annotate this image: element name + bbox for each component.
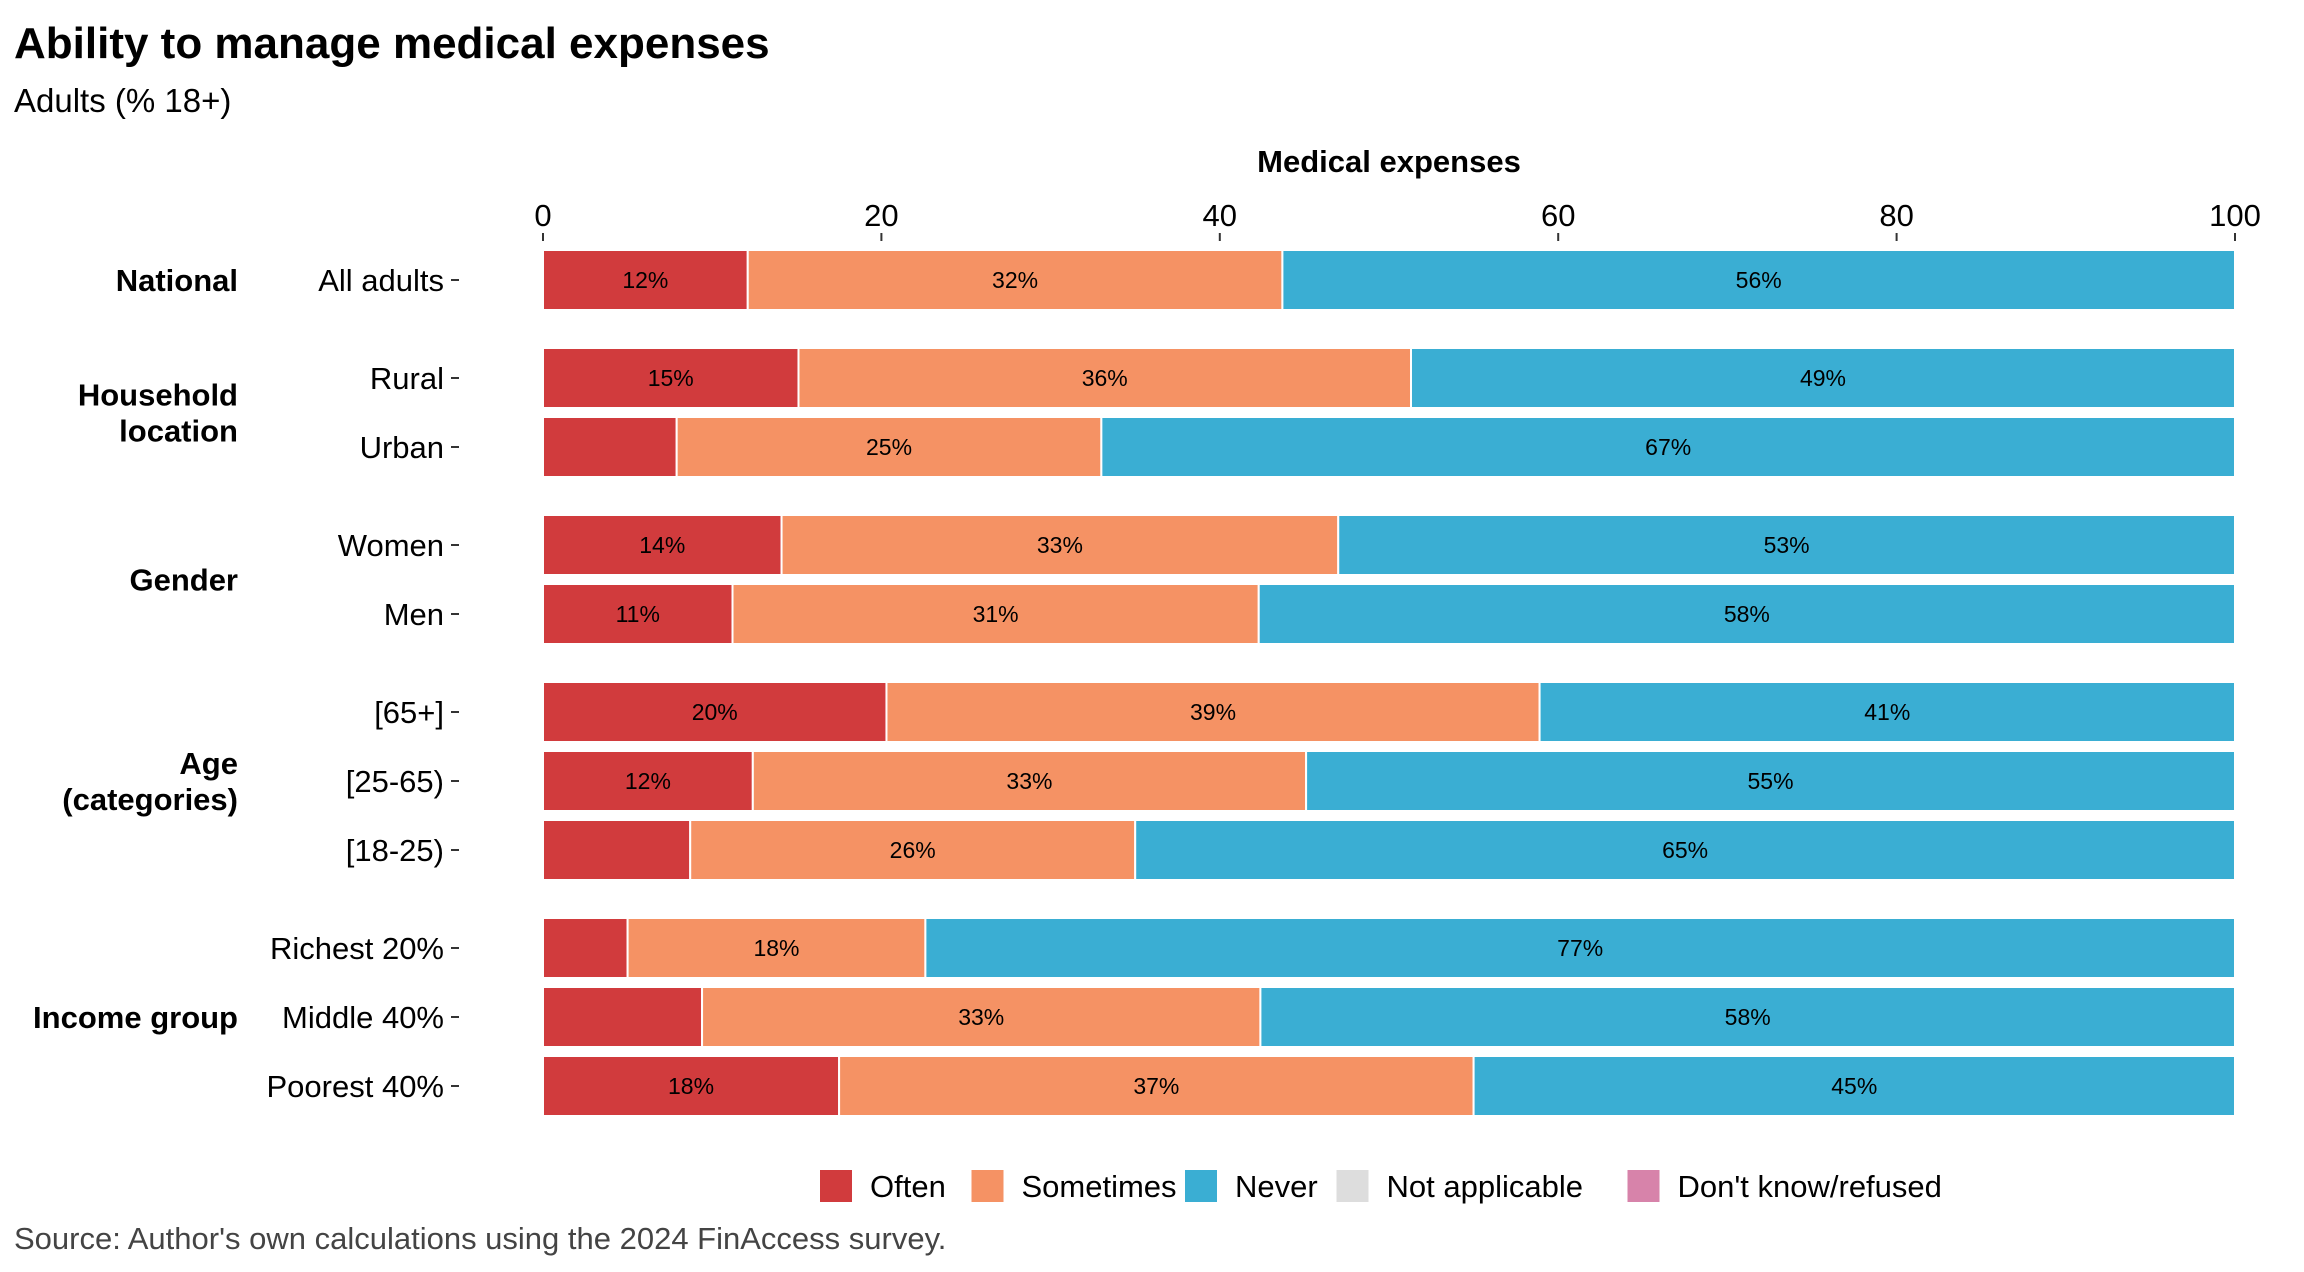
legend-swatch	[1185, 1170, 1217, 1202]
bar-segment-often	[542, 416, 678, 478]
data-label: 31%	[973, 601, 1019, 627]
data-label: 49%	[1800, 365, 1846, 391]
data-label: 77%	[1557, 935, 1603, 961]
data-label: 12%	[625, 768, 671, 794]
bar-segment-often	[542, 819, 692, 881]
bar-segment-often	[542, 986, 704, 1048]
data-label: 67%	[1645, 434, 1691, 460]
row-label: All adults	[318, 263, 444, 298]
bar-segment-sometimes	[689, 819, 1137, 881]
data-label: 18%	[753, 935, 799, 961]
data-label: 58%	[1724, 601, 1770, 627]
bar-segment-sometimes	[675, 416, 1103, 478]
data-label: 11%	[616, 601, 660, 627]
chart-title: Ability to manage medical expenses	[14, 19, 770, 68]
legend-label: Sometimes	[1022, 1169, 1177, 1204]
x-tick-label: 0	[534, 198, 551, 233]
data-label: 33%	[1006, 768, 1052, 794]
data-label: 33%	[958, 1004, 1004, 1030]
bar-segment-never	[1409, 347, 2236, 409]
data-label: 56%	[1736, 267, 1782, 293]
data-label: 26%	[890, 837, 936, 863]
row-label: Men	[384, 597, 444, 632]
bar-segment-often	[542, 917, 629, 979]
group-label: Household location	[78, 378, 238, 449]
x-tick-label: 80	[1879, 198, 1913, 233]
data-label: 36%	[1082, 365, 1128, 391]
x-axis-title: Medical expenses	[1257, 144, 1521, 179]
group-label: Income group	[33, 1000, 238, 1035]
row-label: Richest 20%	[270, 931, 444, 966]
bar-segment-often	[542, 750, 754, 812]
row-label: Urban	[360, 430, 444, 465]
bar-segment-often	[542, 1055, 841, 1117]
bar-segment-never	[1472, 1055, 2236, 1117]
bar-segment-never	[1281, 249, 2237, 311]
data-label: 45%	[1831, 1073, 1877, 1099]
bar-segment-often	[542, 249, 749, 311]
chart-subtitle: Adults (% 18+)	[14, 82, 231, 119]
data-label: 58%	[1725, 1004, 1771, 1030]
x-tick-label: 20	[864, 198, 898, 233]
bar-segment-never	[1100, 416, 2236, 478]
x-tick-label: 40	[1203, 198, 1237, 233]
row-label: Women	[338, 528, 444, 563]
data-label: 20%	[692, 699, 738, 725]
bar-segment-sometimes	[731, 583, 1260, 645]
bar-segment-sometimes	[746, 249, 1284, 311]
row-label: [25-65)	[346, 764, 444, 799]
data-label: 33%	[1037, 532, 1083, 558]
group-label: National	[116, 263, 238, 298]
bar-segment-never	[1134, 819, 2236, 881]
bar-segment-often	[542, 514, 783, 576]
bar-segment-never	[1337, 514, 2236, 576]
group-label: Gender	[129, 563, 238, 598]
legend-label: Never	[1235, 1169, 1318, 1204]
row-label: Poorest 40%	[267, 1069, 445, 1104]
bar-segment-often	[542, 583, 734, 645]
legend-label: Not applicable	[1387, 1169, 1583, 1204]
bar-segment-often	[542, 681, 888, 743]
x-tick-label: 100	[2209, 198, 2261, 233]
data-label: 14%	[639, 532, 685, 558]
bar-segment-never	[924, 917, 2237, 979]
data-label: 18%	[668, 1073, 714, 1099]
bar-segment-sometimes	[780, 514, 1340, 576]
bar-segment-never	[1538, 681, 2236, 743]
legend-swatch	[820, 1170, 852, 1202]
row-label: [65+]	[374, 695, 444, 730]
row-label: Rural	[370, 361, 444, 396]
data-label: 53%	[1764, 532, 1810, 558]
legend-label: Don't know/refused	[1678, 1169, 1942, 1204]
bar-segment-sometimes	[885, 681, 1541, 743]
data-label: 25%	[866, 434, 912, 460]
data-label: 37%	[1133, 1073, 1179, 1099]
legend-swatch	[971, 1170, 1004, 1202]
data-label: 65%	[1662, 837, 1708, 863]
bar-segment-never	[1257, 583, 2236, 645]
group-label: Age (categories)	[62, 746, 238, 817]
legend-swatch	[1627, 1170, 1660, 1202]
data-label: 55%	[1748, 768, 1794, 794]
row-label: Middle 40%	[282, 1000, 444, 1035]
data-label: 15%	[648, 365, 694, 391]
bar-segment-sometimes	[626, 917, 927, 979]
source-note: Source: Author's own calculations using …	[14, 1221, 946, 1256]
bar-segment-never	[1259, 986, 2236, 1048]
bar-segment-sometimes	[838, 1055, 1475, 1117]
legend-label: Often	[870, 1169, 946, 1204]
data-label: 12%	[622, 267, 668, 293]
data-label: 41%	[1864, 699, 1910, 725]
data-label: 39%	[1190, 699, 1236, 725]
bar-segment-never	[1305, 750, 2237, 812]
bar-segment-sometimes	[751, 750, 1308, 812]
x-tick-label: 60	[1541, 198, 1575, 233]
data-label: 32%	[992, 267, 1038, 293]
row-label: [18-25)	[346, 833, 444, 868]
legend-swatch	[1336, 1170, 1369, 1202]
